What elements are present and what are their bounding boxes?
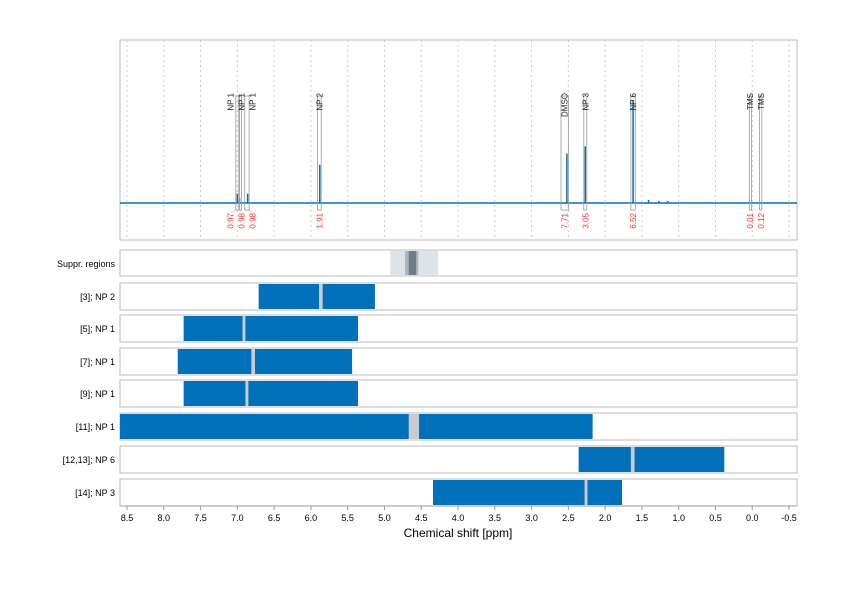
peak-label: NP 1 (249, 92, 258, 110)
spectrum (120, 100, 797, 204)
peak-integral: 0.98 (249, 212, 258, 228)
tick-label: 6.0 (305, 513, 318, 523)
label-leader (230, 93, 238, 97)
tick-label: 0.0 (746, 513, 759, 523)
integral-leader (246, 209, 253, 213)
peak-label: NP 6 (629, 92, 638, 110)
peak-integral: 0.12 (757, 212, 766, 228)
row-label: Suppr. regions (57, 259, 116, 269)
tick-label: 7.5 (194, 513, 207, 523)
peak-label: NP 3 (581, 92, 590, 110)
region-split (242, 316, 246, 341)
region-split (630, 447, 635, 472)
row-label: [3]; NP 2 (80, 292, 115, 302)
tick-label: 1.0 (672, 513, 685, 523)
tick-label: 4.5 (415, 513, 428, 523)
tick-label: 8.0 (158, 513, 171, 523)
row-panel (119, 249, 798, 277)
region-bar (120, 414, 593, 439)
tick-label: 3.5 (489, 513, 502, 523)
region-bar (258, 284, 375, 309)
peak-label: DMSO (561, 93, 570, 117)
spectrum-panel (119, 39, 798, 241)
peak-box (583, 95, 588, 211)
row-label: [5]; NP 1 (80, 324, 115, 334)
tick-label: 4.0 (452, 513, 465, 523)
row-label: [11]; NP 1 (76, 422, 115, 432)
region-rows: Suppr. regions [3]; NP 2 [5]; NP 1 [7]; NP … (57, 249, 798, 507)
label-leader (240, 93, 242, 97)
region-split (318, 284, 323, 309)
peak-integral: 3.05 (581, 212, 590, 228)
suppr-region (408, 251, 417, 275)
peak-box (748, 95, 752, 211)
x-axis-label: Chemical shift [ppm] (404, 526, 513, 540)
region-bar (183, 316, 358, 341)
tick-label: 0.5 (709, 513, 722, 523)
tick-label: 5.0 (378, 513, 391, 523)
peak-box (244, 95, 250, 211)
peak-annotations: NP 1 0.97 NP 1 0.98 NP 1 0.98 NP 2 1.91 DMSO 7.71… (227, 92, 767, 228)
tick-label: 2.5 (562, 513, 575, 523)
region-split (251, 349, 255, 374)
peak-box (235, 95, 240, 211)
peak-box (560, 95, 569, 211)
region-bar (183, 381, 358, 406)
tick-label: 6.5 (268, 513, 281, 523)
row-label: [7]; NP 1 (80, 357, 115, 367)
peak-label: TMS (757, 93, 766, 110)
region-split (584, 480, 588, 505)
row-label: [9]; NP 1 (80, 389, 115, 399)
tick-label: 2.0 (599, 513, 612, 523)
peak-label: TMS (746, 93, 755, 110)
row-label: [14]; NP 3 (75, 488, 115, 498)
tick-label: 3.0 (525, 513, 538, 523)
region-split (408, 414, 420, 439)
peak-integral: 0.01 (746, 212, 755, 228)
region-bar (578, 447, 725, 472)
tick-label: 7.0 (231, 513, 244, 523)
region-bar (177, 349, 353, 374)
peak-integral: 0.97 (227, 212, 236, 228)
row-label: [12,13]; NP 6 (63, 455, 115, 465)
integral-leader (240, 209, 242, 213)
peak-integral: 7.71 (561, 212, 570, 228)
tick-label: 1.5 (636, 513, 649, 523)
tick-label: 8.5 (121, 513, 134, 523)
peak-integral: 6.52 (629, 212, 638, 228)
tick-label: 5.5 (341, 513, 354, 523)
peak-integral: 1.91 (315, 212, 324, 228)
region-bar (433, 480, 623, 505)
peak-box (317, 95, 322, 211)
region-split (245, 381, 249, 406)
grid (126, 40, 790, 240)
peak-box (630, 95, 636, 211)
row-panel (119, 282, 798, 311)
label-leader (246, 93, 253, 97)
x-axis: 8.5 8.0 7.5 7.0 6.5 6.0 5.5 5.0 4.5 4.0 3.5 3.0 2.5 2… (120, 505, 797, 523)
peak-box (759, 95, 763, 211)
peak-label: NP 1 (227, 92, 236, 110)
tick-label: -0.5 (781, 513, 797, 523)
integral-leader (230, 209, 238, 213)
peak-label: NP 2 (315, 92, 324, 110)
peak-integral: 0.98 (238, 212, 247, 228)
peak-box (239, 95, 242, 211)
peak-label: NP 1 (238, 92, 247, 110)
